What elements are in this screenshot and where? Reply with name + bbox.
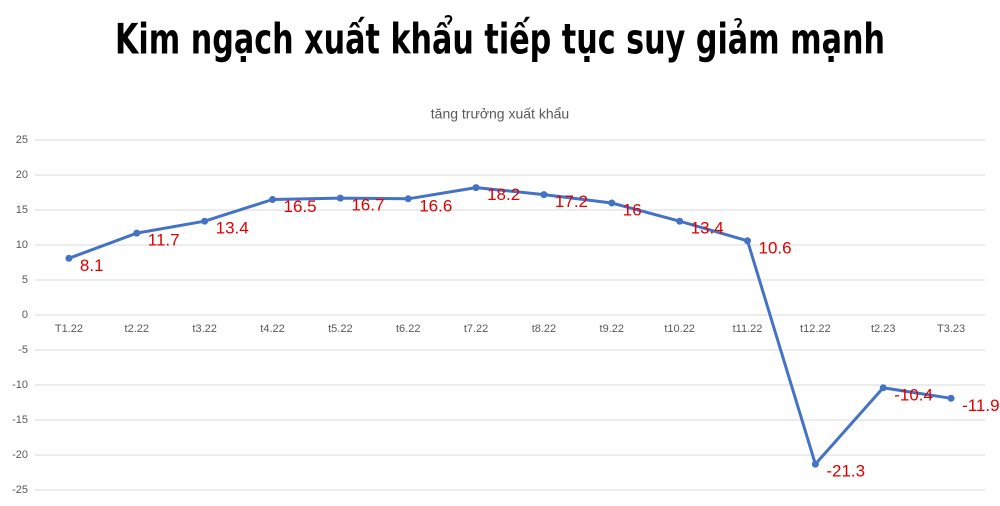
x-tick-label: t9.22	[600, 323, 624, 335]
y-tick-label: 5	[22, 274, 28, 286]
data-point	[269, 196, 276, 203]
data-label: 10.6	[759, 238, 792, 257]
data-label: -11.9	[962, 396, 1000, 415]
data-label: 16	[623, 200, 642, 219]
chart-subtitle: tăng trưởng xuất khẩu	[431, 106, 569, 122]
y-tick-label: -25	[12, 484, 28, 496]
x-tick-label: t6.22	[396, 323, 420, 335]
data-label: 18.2	[487, 185, 520, 204]
data-label: 16.7	[351, 196, 384, 215]
x-tick-label: t5.22	[328, 323, 352, 335]
data-point	[472, 184, 480, 192]
data-label: -10.4	[894, 385, 933, 404]
data-label: 11.7	[148, 231, 180, 250]
data-label: 13.4	[691, 219, 724, 238]
y-tick-label: -20	[12, 449, 28, 461]
x-tick-label: t11.22	[733, 323, 763, 335]
x-tick-label: t12.22	[800, 323, 831, 335]
y-tick-label: 25	[16, 134, 28, 146]
data-point	[336, 194, 344, 202]
series-line	[68, 186, 952, 466]
data-label: 8.1	[80, 256, 104, 275]
data-point	[201, 217, 209, 225]
data-point	[947, 394, 955, 402]
x-tick-label: T3.23	[937, 323, 965, 335]
data-point	[404, 195, 412, 203]
x-tick-label: t2.23	[871, 323, 895, 335]
data-label: 16.6	[419, 196, 452, 215]
data-label: 17.2	[555, 192, 588, 211]
data-point	[879, 384, 887, 392]
x-tick-label: t4.22	[260, 323, 284, 335]
data-point	[744, 237, 751, 245]
x-tick-label: t2.22	[125, 323, 149, 335]
x-tick-label: t7.22	[464, 323, 488, 335]
data-point	[811, 460, 819, 468]
y-tick-label: 0	[22, 309, 28, 321]
y-tick-label: -5	[18, 344, 28, 356]
chart-title: Kim ngạch xuất khẩu tiếp tục suy giảm mạ…	[115, 14, 885, 64]
data-label: 13.4	[216, 219, 249, 238]
data-label: 16.5	[284, 197, 317, 216]
data-point	[540, 191, 548, 199]
data-point	[608, 199, 616, 207]
data-label: -21.3	[826, 462, 865, 481]
data-point	[676, 217, 684, 225]
y-tick-label: 10	[16, 239, 28, 251]
x-tick-label: t10.22	[664, 323, 695, 335]
y-tick-label: 20	[16, 169, 28, 181]
y-tick-label: -10	[12, 379, 28, 391]
y-tick-label: -15	[12, 414, 28, 426]
x-tick-label: T1.22	[55, 323, 83, 335]
x-tick-label: t3.22	[192, 323, 216, 335]
y-tick-label: 15	[16, 204, 28, 216]
data-point	[65, 254, 73, 262]
data-point	[133, 229, 141, 237]
x-tick-label: t8.22	[532, 323, 556, 335]
